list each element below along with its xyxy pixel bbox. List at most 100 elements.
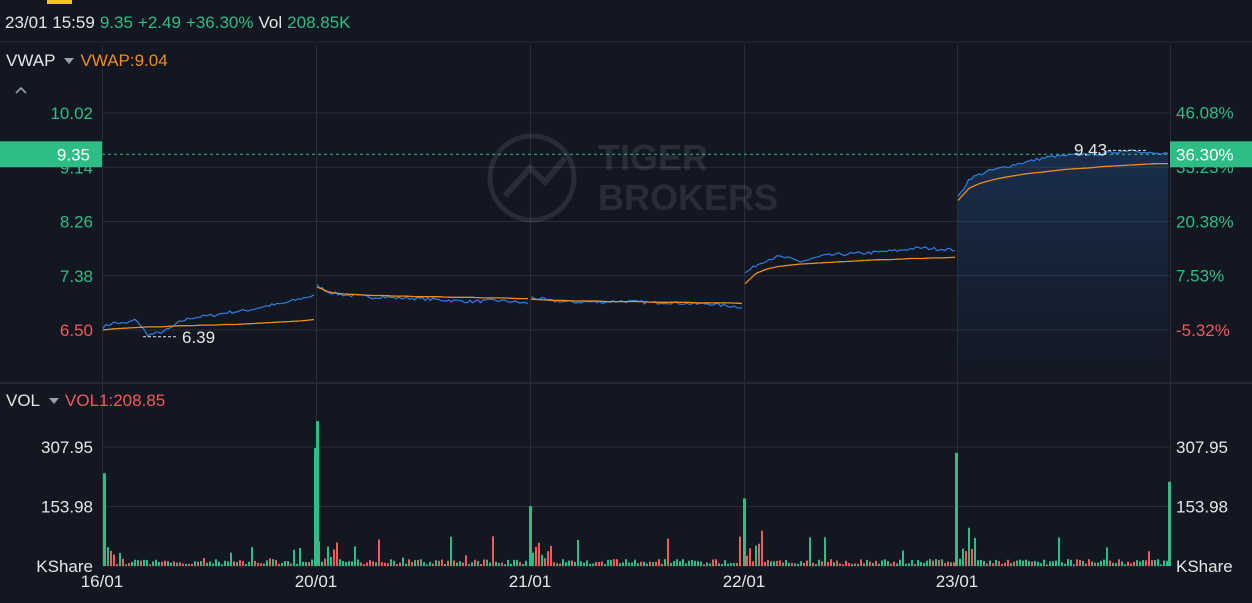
volume-bar [625, 559, 627, 566]
volume-bar [703, 564, 705, 566]
volume-bar [197, 561, 199, 566]
svg-text:TIGER: TIGER [598, 137, 708, 178]
volume-indicator-selector[interactable]: VOL VOL1:208.85 [6, 391, 165, 411]
collapse-up-icon[interactable] [14, 84, 28, 96]
volume-unit-label-left: KShare [36, 557, 93, 576]
volume-bar [456, 562, 458, 566]
volume-bar [311, 559, 313, 566]
chevron-down-icon [49, 397, 60, 404]
volume-bar [287, 561, 289, 566]
volume-bar [902, 550, 904, 566]
active-tab-indicator [47, 0, 72, 4]
volume-bar [782, 562, 784, 566]
volume-bar [634, 559, 636, 566]
volume-bar [616, 559, 618, 566]
volume-bar [559, 563, 561, 566]
volume-bar [152, 561, 154, 566]
volume-bar [492, 536, 494, 566]
vwap-line-day-1 [102, 318, 315, 331]
volume-bar [453, 560, 455, 566]
volume-bar [649, 561, 651, 566]
volume-bar [631, 562, 633, 566]
volume-bar [670, 563, 672, 566]
volume-bar [923, 562, 925, 566]
volume-bar [878, 563, 880, 566]
volume-bar [983, 560, 985, 566]
volume-bar [269, 558, 271, 566]
volume-bar [263, 563, 265, 566]
volume-bar [224, 560, 226, 566]
volume-bar [143, 559, 145, 566]
volume-bar [351, 561, 353, 566]
volume-bar [694, 560, 696, 566]
volume-bar [293, 549, 295, 566]
current-price-badge-left [0, 141, 102, 168]
volume-bar [441, 559, 443, 566]
volume-bar [914, 564, 916, 566]
volume-bar [462, 562, 464, 566]
volume-bar [507, 559, 509, 566]
volume-bar [1091, 561, 1093, 566]
volume-bar [333, 549, 335, 566]
volume-bar [471, 562, 473, 566]
volume-bar [486, 559, 488, 566]
volume-bar [170, 562, 172, 566]
volume-bar [863, 563, 865, 566]
volume-peak-bar [316, 421, 319, 566]
volume-bar [408, 559, 410, 566]
volume-bar [516, 559, 518, 566]
volume-bar [522, 563, 524, 566]
y-left-tick-label: 7.38 [60, 267, 93, 286]
volume-peak-bar [529, 506, 532, 566]
volume-bar [281, 562, 283, 566]
volume-bar [1145, 560, 1147, 566]
volume-bar [426, 564, 428, 566]
volume-bar [565, 562, 567, 566]
price-indicator-selector[interactable]: VWAP VWAP:9.04 [6, 51, 168, 71]
volume-bar [296, 563, 298, 566]
volume-bar [727, 563, 729, 566]
volume-bar [592, 563, 594, 566]
volume-bar [1139, 561, 1141, 566]
volume-bar [992, 563, 994, 566]
price-line-day-2 [316, 284, 529, 305]
volume-bar [107, 547, 109, 566]
volume-bar [767, 560, 769, 566]
y-left-tick-label: 10.02 [50, 104, 93, 123]
y-right-tick-label: 20.38% [1176, 212, 1234, 231]
volume-bar [1061, 562, 1063, 566]
volume-bar [1010, 563, 1012, 566]
watermark-logo: TIGER BROKERS [487, 133, 778, 223]
volume-bar [345, 562, 347, 566]
volume-bar [324, 558, 326, 566]
volume-bar [944, 563, 946, 566]
volume-bar [327, 546, 329, 566]
volume-bar [116, 564, 118, 566]
volume-bar [610, 559, 612, 566]
quote-vol-value: 208.85K [287, 13, 351, 32]
volume-bar [860, 559, 862, 566]
volume-tick-label-left: 153.98 [41, 497, 93, 516]
volume-bars [103, 421, 1171, 566]
volume-bar [568, 560, 570, 566]
volume-bar [845, 560, 847, 566]
volume-bar [489, 562, 491, 566]
volume-bar [1133, 561, 1135, 566]
volume-bar [450, 536, 452, 566]
volume-bar [203, 558, 205, 566]
volume-bar [411, 562, 413, 566]
volume-bar [959, 558, 961, 566]
volume-bar [779, 560, 781, 566]
volume-bar [821, 561, 823, 566]
volume-bar [459, 561, 461, 566]
volume-bar [541, 554, 543, 566]
price-line-day-3 [530, 296, 743, 309]
volume-bar [794, 563, 796, 566]
volume-bar [227, 561, 229, 566]
volume-bar [785, 560, 787, 566]
volume-bar [417, 559, 419, 566]
volume-bar [830, 559, 832, 566]
volume-peak-bar [743, 498, 746, 566]
volume-bar [866, 559, 868, 566]
